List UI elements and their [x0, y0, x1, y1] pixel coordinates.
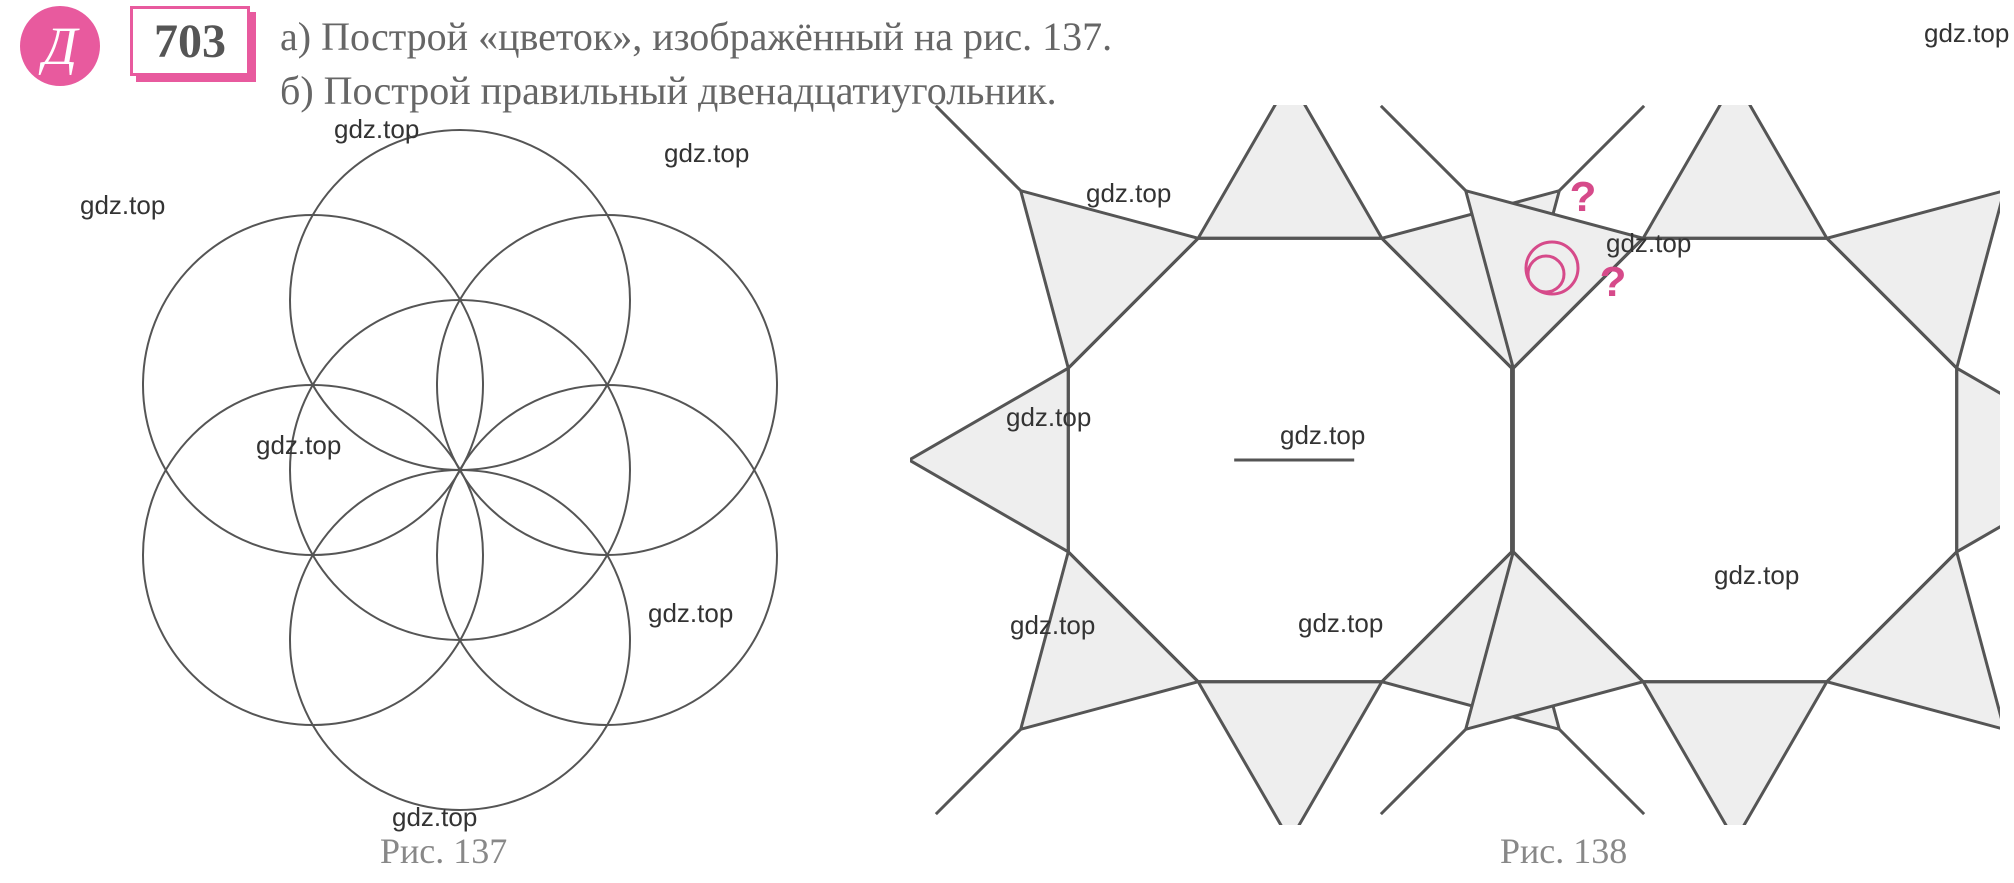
flower-svg — [80, 110, 840, 830]
problem-number: 703 — [154, 14, 226, 69]
watermark: gdz.top — [1924, 18, 2009, 49]
watermark: gdz.top — [1280, 420, 1365, 451]
watermark: gdz.top — [1006, 402, 1091, 433]
question-mark-1: ? — [1570, 175, 1596, 225]
figure-138 — [910, 105, 2010, 825]
difficulty-badge: Д — [20, 6, 100, 86]
task-text: а) Построй «цветок», изображённый на рис… — [280, 10, 1112, 118]
badge-letter: Д — [43, 15, 77, 77]
figure-137-label: Рис. 137 — [380, 830, 507, 872]
watermark: gdz.top — [648, 598, 733, 629]
figure-137 — [80, 110, 840, 830]
watermark: gdz.top — [1714, 560, 1799, 591]
octagons-svg — [910, 105, 2010, 825]
watermark: gdz.top — [334, 114, 419, 145]
figure-138-label: Рис. 138 — [1500, 830, 1627, 872]
question-mark-2: ? — [1600, 260, 1626, 310]
watermark: gdz.top — [1298, 608, 1383, 639]
watermark: gdz.top — [256, 430, 341, 461]
task-line-a: а) Построй «цветок», изображённый на рис… — [280, 10, 1112, 64]
watermark: gdz.top — [1086, 178, 1171, 209]
problem-number-box: 703 — [130, 6, 250, 76]
watermark: gdz.top — [1606, 228, 1691, 259]
watermark: gdz.top — [80, 190, 165, 221]
watermark: gdz.top — [1010, 610, 1095, 641]
watermark: gdz.top — [392, 802, 477, 833]
watermark: gdz.top — [664, 138, 749, 169]
